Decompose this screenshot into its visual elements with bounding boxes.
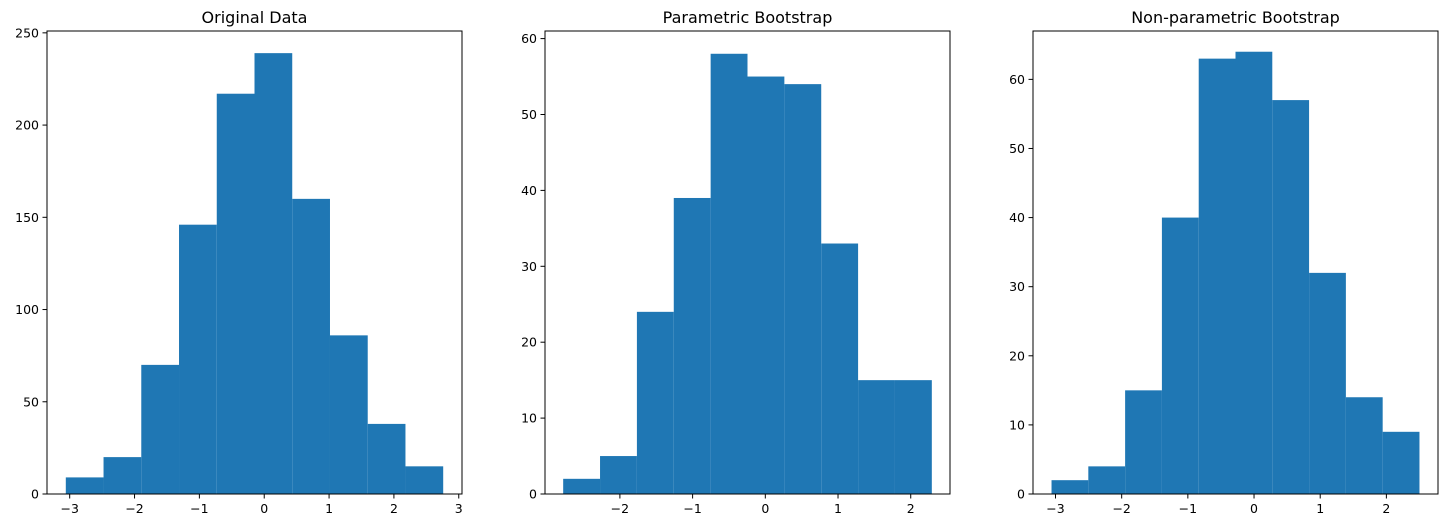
histogram-bar xyxy=(1272,100,1310,494)
x-tick-label: 3 xyxy=(455,501,463,516)
histogram-bar xyxy=(405,466,444,494)
histogram-bar xyxy=(65,477,104,494)
x-tick-label: 2 xyxy=(907,501,915,516)
histogram-bar xyxy=(636,311,674,494)
chart-title-original-data: Original Data xyxy=(202,8,308,27)
histogram-bar xyxy=(1235,51,1273,494)
histogram-bar xyxy=(894,380,932,494)
histogram-bar xyxy=(292,198,330,495)
y-tick-label: 10 xyxy=(1009,417,1025,432)
x-tick-label: −2 xyxy=(1112,501,1130,516)
histogram-bar xyxy=(673,197,711,495)
y-tick-label: 40 xyxy=(521,183,537,198)
x-tick-label: 2 xyxy=(1382,501,1390,516)
y-tick-label: 0 xyxy=(31,487,39,502)
x-tick-label: 0 xyxy=(1250,501,1258,516)
y-tick-label: 30 xyxy=(521,259,537,274)
x-tick-label: −2 xyxy=(611,501,629,516)
histogram-bar xyxy=(103,457,142,494)
x-tick-label: 0 xyxy=(761,501,769,516)
y-tick-label: 100 xyxy=(15,302,39,317)
y-tick-label: 200 xyxy=(15,118,39,133)
chart-title-parametric-bootstrap: Parametric Bootstrap xyxy=(663,8,833,27)
histogram-bar xyxy=(1051,480,1089,494)
histogram-bar xyxy=(1198,58,1236,494)
x-tick-label: −1 xyxy=(190,501,208,516)
histogram-bar xyxy=(1345,397,1383,494)
y-tick-label: 20 xyxy=(521,335,537,350)
x-tick-label: 0 xyxy=(260,501,268,516)
histogram-bar xyxy=(710,53,748,495)
histogram-bar xyxy=(1309,272,1346,494)
y-tick-label: 0 xyxy=(1017,487,1025,502)
y-tick-label: 50 xyxy=(1009,141,1025,156)
x-tick-label: 1 xyxy=(1316,501,1324,516)
histogram-bar xyxy=(600,456,637,494)
x-tick-label: −3 xyxy=(60,501,78,516)
histogram-bar xyxy=(1382,431,1420,494)
y-tick-label: 60 xyxy=(521,31,537,46)
y-tick-label: 250 xyxy=(15,25,39,40)
histogram-bar xyxy=(367,423,406,494)
chart-title-non-parametric-bootstrap: Non-parametric Bootstrap xyxy=(1131,8,1340,27)
y-tick-label: 50 xyxy=(23,394,39,409)
x-tick-label: −2 xyxy=(125,501,143,516)
y-tick-label: 0 xyxy=(529,487,537,502)
panel-original-data: −3 −2 −1 0 1 2 3 0 50 100 150 200 250 Original Data xyxy=(15,8,463,516)
x-tick-label: −3 xyxy=(1046,501,1064,516)
y-tick-label: 150 xyxy=(15,210,39,225)
histogram-bar xyxy=(216,93,255,494)
histogram-bar xyxy=(784,84,822,494)
histogram-bar xyxy=(858,380,895,494)
histogram-bar xyxy=(179,224,217,494)
histogram-bar xyxy=(563,478,601,494)
histogram-bar xyxy=(1125,390,1162,494)
x-tick-label: 2 xyxy=(390,501,398,516)
x-tick-label: 1 xyxy=(325,501,333,516)
histogram-bar xyxy=(1088,466,1126,494)
histogram-bar xyxy=(821,243,859,494)
histogram-bar xyxy=(1161,217,1199,494)
histogram-bar xyxy=(141,364,180,494)
y-tick-label: 30 xyxy=(1009,279,1025,294)
y-tick-label: 10 xyxy=(521,411,537,426)
axes-frame xyxy=(1032,30,1439,495)
y-tick-label: 20 xyxy=(1009,348,1025,363)
axes-frame xyxy=(46,30,463,495)
y-tick-label: 50 xyxy=(521,107,537,122)
x-tick-label: −1 xyxy=(1179,501,1197,516)
axes-frame xyxy=(544,30,951,495)
x-tick-label: 1 xyxy=(834,501,842,516)
histogram-bar xyxy=(329,335,368,494)
histogram-bar xyxy=(254,53,293,494)
histogram-bar xyxy=(747,76,785,494)
x-tick-label: −1 xyxy=(683,501,701,516)
y-tick-label: 40 xyxy=(1009,210,1025,225)
y-tick-label: 60 xyxy=(1009,72,1025,87)
